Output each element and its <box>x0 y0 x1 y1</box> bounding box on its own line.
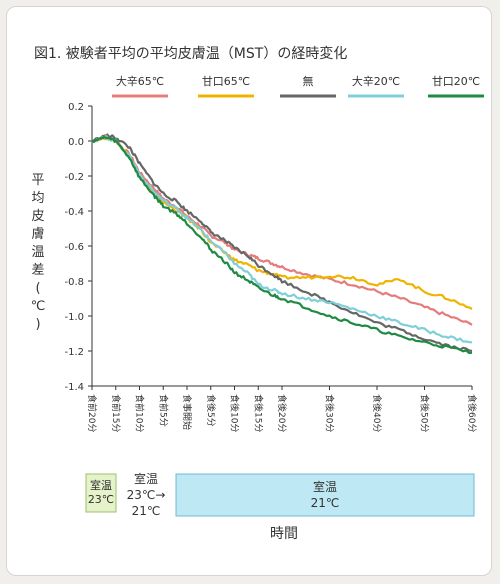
x-tick-label: 食後50分 <box>419 394 431 432</box>
x-tick-label: 食後5分 <box>205 394 217 427</box>
y-axis-label-char: 膚 <box>31 226 44 242</box>
y-axis-label-char: ) <box>35 317 40 332</box>
x-axis: 食前20分 食前15分 食前10分 食前5分 食事開始 食後5分 食後10分 食後15分 食後2… <box>86 385 478 432</box>
x-tick-label: 食後15分 <box>252 394 264 432</box>
legend-label: 大辛20℃ <box>352 74 400 88</box>
y-tick-label: -1.0 <box>64 312 84 323</box>
y-tick-label: -1.2 <box>64 347 84 358</box>
room-temp-label-1: 23℃ <box>88 493 114 506</box>
x-tick-label: 食後20分 <box>276 394 288 432</box>
y-axis-label-char: 平 <box>31 173 44 188</box>
room-temp-label-2: 23℃→ <box>127 488 166 502</box>
y-tick-label: -0.8 <box>64 277 84 288</box>
legend-label: 甘口20℃ <box>432 75 480 88</box>
y-axis-label-char: 差 <box>31 263 44 278</box>
legend-label: 無 <box>303 74 314 88</box>
legend-label: 大辛65℃ <box>116 74 164 88</box>
legend-label: 甘口65℃ <box>202 75 250 88</box>
series-lines <box>91 133 473 354</box>
room-temp-label-3: 室温 <box>313 479 337 494</box>
x-axis-label: 時間 <box>270 526 298 542</box>
legend: 大辛65℃ 甘口65℃ 無 大辛20℃ 甘口20℃ <box>112 74 484 98</box>
x-tick-label: 食事開始 <box>181 394 193 430</box>
series-line-3 <box>91 133 473 353</box>
y-tick-label: -1.4 <box>64 382 84 393</box>
x-tick-label: 食後60分 <box>466 394 478 432</box>
x-tick-label: 食前10分 <box>134 394 146 432</box>
x-tick-label: 食前15分 <box>110 394 122 432</box>
y-axis-label-char: 皮 <box>31 209 44 224</box>
y-axis-label-char: 均 <box>31 191 44 206</box>
x-tick-label: 食後40分 <box>371 394 383 432</box>
y-axis-label-char: 温 <box>31 245 44 260</box>
x-tick-label: 食後10分 <box>229 394 241 432</box>
y-tick-label: 0.0 <box>68 137 84 148</box>
x-tick-label: 食前20分 <box>86 394 98 432</box>
room-temp-box-3 <box>175 473 475 517</box>
room-temp-label-3: 21℃ <box>311 496 340 510</box>
y-tick-label: 0.2 <box>68 102 84 113</box>
x-tick-label: 食前5分 <box>157 394 169 427</box>
y-axis-label-char: ( <box>35 281 40 296</box>
y-axis-label-char: ℃ <box>31 299 46 314</box>
room-temp-label-1: 室温 <box>90 478 112 492</box>
room-temp-label-2: 室温 <box>134 471 158 486</box>
room-temp-label-2: 21℃ <box>132 504 161 518</box>
series-line-1 <box>91 134 473 326</box>
room-temp-box-1 <box>85 473 117 513</box>
x-tick-label: 食後30分 <box>324 394 336 432</box>
y-tick-label: -0.6 <box>64 242 84 253</box>
series-line-4 <box>91 135 473 344</box>
y-tick-label: -0.2 <box>64 172 84 183</box>
y-axis: 0.2 0.0 -0.2 -0.4 -0.6 -0.8 -1.0 -1.2 -1.4 <box>64 102 93 393</box>
y-tick-label: -0.4 <box>64 207 84 218</box>
series-line-5 <box>91 136 473 354</box>
chart-title: 図1. 被験者平均の平均皮膚温（MST）の経時変化 <box>34 45 347 62</box>
